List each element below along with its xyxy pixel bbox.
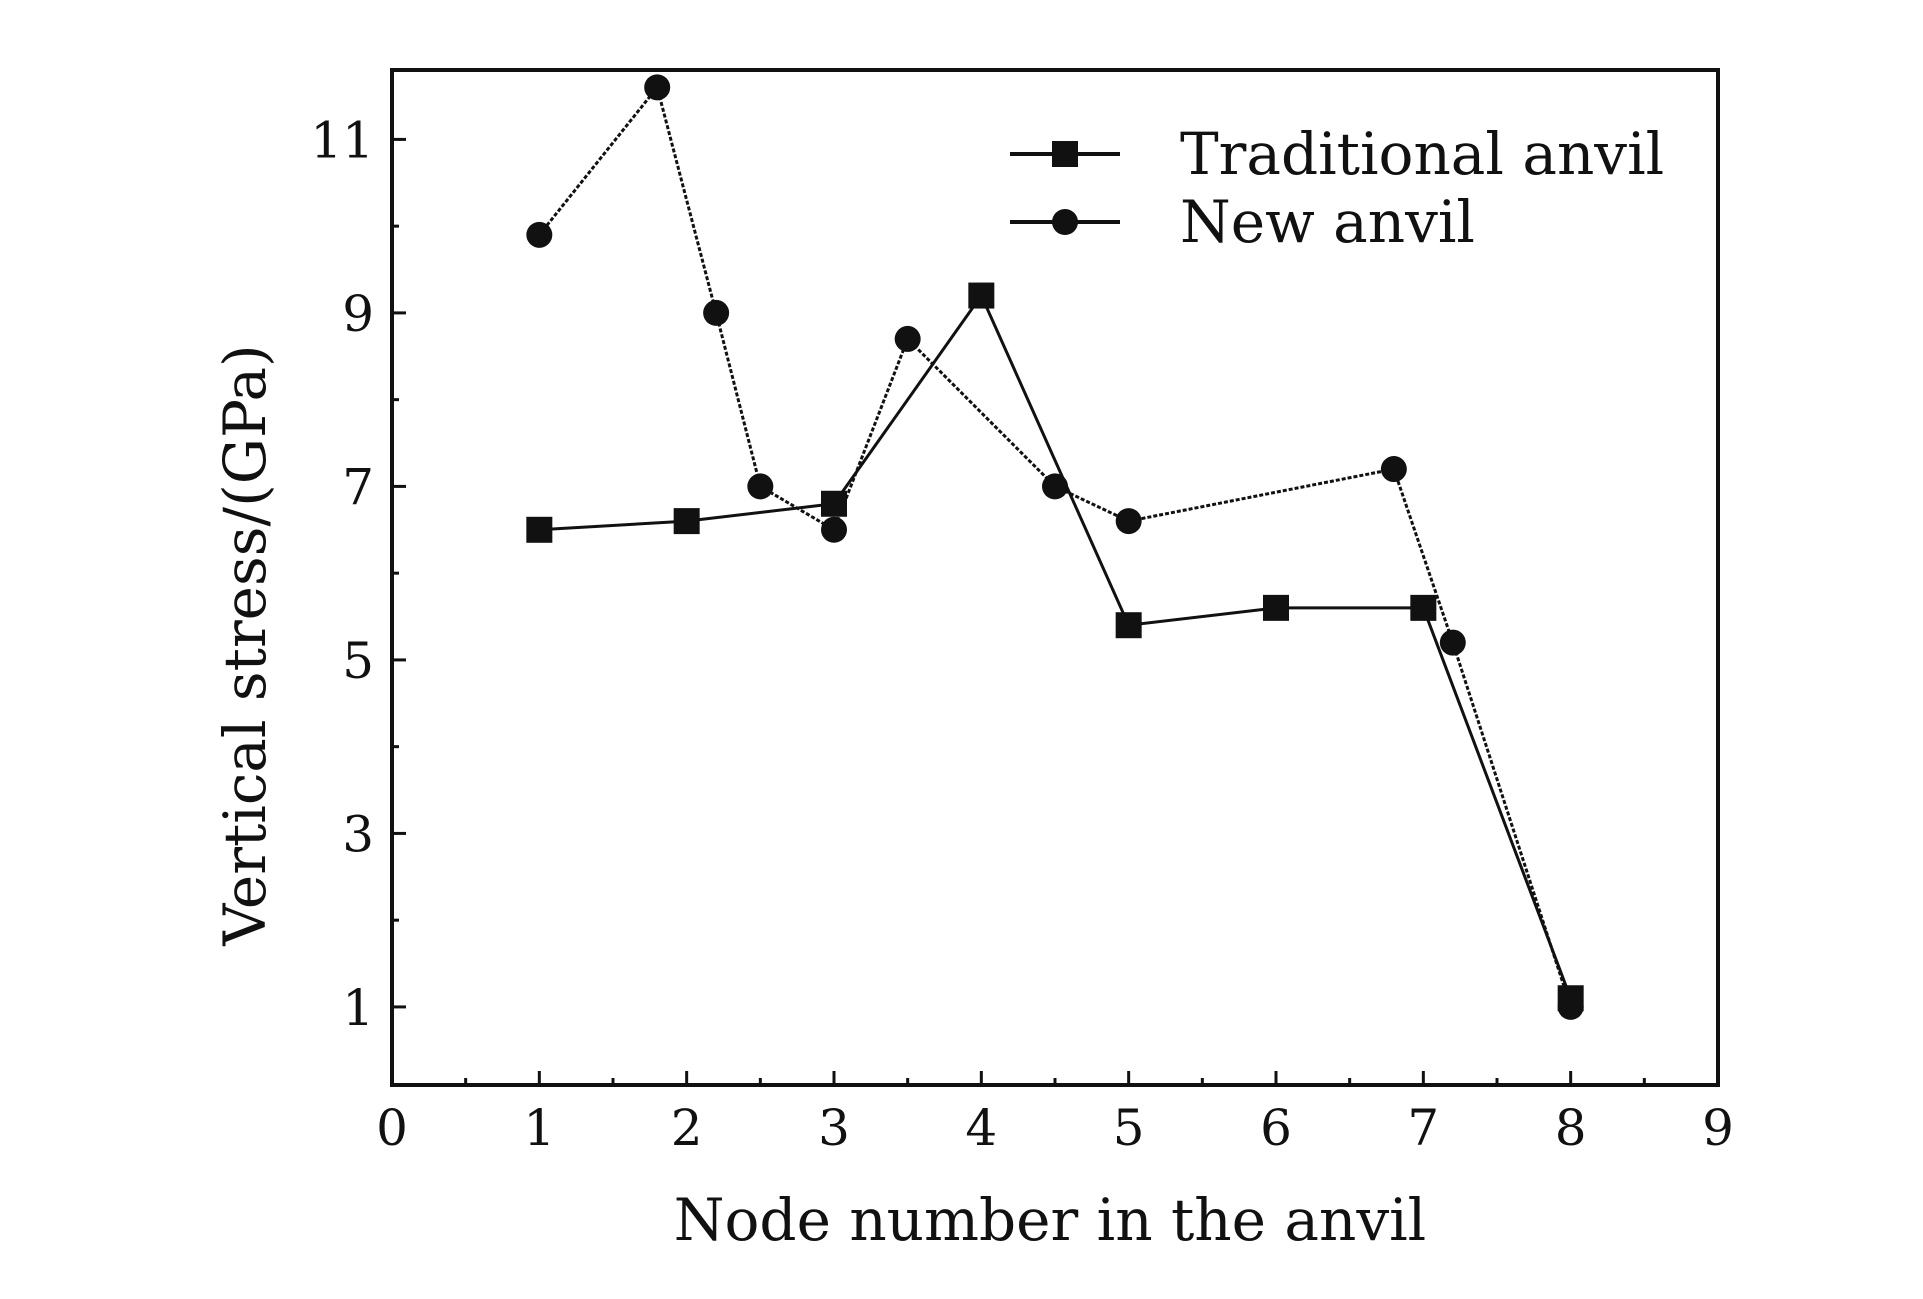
data-point [1380, 456, 1407, 483]
y-tick-label: 9 [342, 285, 374, 343]
x-tick-label: 1 [523, 1099, 555, 1157]
data-point [1263, 594, 1289, 621]
x-tick-label: 6 [1260, 1099, 1292, 1157]
data-point [1439, 629, 1466, 656]
y-axis-title: Vertical stress/(GPa) [211, 344, 279, 946]
y-tick-label: 3 [342, 805, 374, 863]
legend-marker [1052, 209, 1078, 235]
data-point [644, 74, 671, 101]
data-point [821, 490, 847, 517]
data-point [1115, 612, 1142, 639]
series-0 [526, 282, 1584, 1012]
series-1 [526, 74, 1584, 1020]
y-tick-label: 11 [310, 111, 374, 169]
legend-label: New anvil [1180, 188, 1475, 256]
data-point [747, 473, 774, 500]
data-point [968, 282, 995, 309]
series-line [539, 292, 1573, 999]
x-tick-label: 0 [376, 1099, 408, 1157]
data-point [1115, 508, 1142, 535]
x-tick-label: 4 [965, 1099, 997, 1157]
x-tick-label: 7 [1407, 1099, 1439, 1157]
data-point [673, 508, 700, 535]
y-tick-label: 5 [342, 632, 374, 690]
y-tick-label: 1 [342, 979, 374, 1037]
axes-layer: 0 1 2 3 4 5 6 7 8 9 1 3 5 7 9 11 [310, 68, 1734, 1157]
legend-marker [1052, 141, 1078, 167]
legend-label: Traditional anvil [1180, 120, 1664, 188]
series-layer [526, 74, 1584, 1020]
x-tick-label: 2 [671, 1099, 703, 1157]
data-point [1557, 993, 1584, 1020]
data-point [703, 299, 730, 326]
data-point [526, 516, 553, 543]
x-tick-label: 3 [818, 1099, 850, 1157]
data-point [821, 516, 847, 543]
data-point [1410, 594, 1437, 621]
x-tick-label: 8 [1555, 1099, 1587, 1157]
x-tick-label: 9 [1702, 1099, 1734, 1157]
x-axis-title: Node number in the anvil [674, 1186, 1426, 1254]
data-point [526, 221, 553, 248]
x-tick-label: 5 [1113, 1099, 1145, 1157]
y-tick-label: 7 [342, 458, 374, 516]
data-point [894, 325, 921, 352]
data-point [1042, 473, 1068, 500]
